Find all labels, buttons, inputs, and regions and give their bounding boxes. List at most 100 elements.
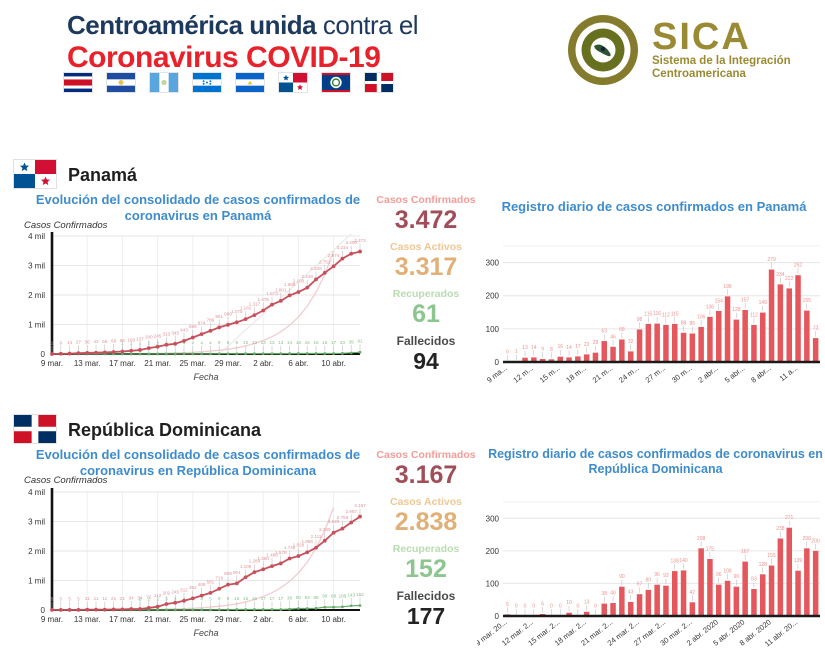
svg-text:3.400: 3.400 xyxy=(345,240,357,245)
flag-guatemala[interactable] xyxy=(150,73,178,92)
svg-text:138: 138 xyxy=(671,559,680,565)
svg-text:46: 46 xyxy=(610,334,616,340)
sica-subtitle: Sistema de la Integración Centroamerican… xyxy=(652,55,791,80)
svg-text:0: 0 xyxy=(506,350,509,356)
svg-text:16: 16 xyxy=(313,340,319,345)
rd-section-title: República Dominicana xyxy=(68,420,262,440)
svg-text:139: 139 xyxy=(794,558,803,564)
svg-text:0: 0 xyxy=(495,612,500,621)
svg-text:17 mar.: 17 mar. xyxy=(109,359,136,368)
svg-text:2: 2 xyxy=(139,596,142,601)
svg-text:6: 6 xyxy=(541,602,544,608)
svg-text:16: 16 xyxy=(296,340,302,345)
panama-section-title: Panamá xyxy=(68,165,138,185)
svg-text:38: 38 xyxy=(601,591,607,597)
svg-text:13: 13 xyxy=(252,340,258,345)
svg-text:581: 581 xyxy=(207,579,215,584)
svg-text:9: 9 xyxy=(227,596,230,601)
svg-text:10 abr.: 10 abr. xyxy=(321,615,345,624)
svg-text:11: 11 xyxy=(94,596,99,601)
stat-value: 94 xyxy=(413,348,439,374)
svg-text:901: 901 xyxy=(233,570,241,575)
svg-text:36: 36 xyxy=(85,339,91,344)
svg-text:234: 234 xyxy=(776,272,785,278)
dominican-republic-flag-icon xyxy=(14,415,56,443)
svg-text:989: 989 xyxy=(224,311,232,316)
svg-text:27: 27 xyxy=(76,340,82,345)
svg-text:1.988: 1.988 xyxy=(284,282,296,287)
stat-label: Casos Confirmados xyxy=(376,194,476,206)
svg-text:9 mar.: 9 mar. xyxy=(41,615,63,624)
svg-text:128: 128 xyxy=(732,307,741,313)
stat-value: 177 xyxy=(406,603,446,629)
svg-text:4: 4 xyxy=(209,340,212,345)
svg-text:5: 5 xyxy=(209,596,212,601)
stat-value: 2.838 xyxy=(394,508,458,536)
flag-dominican-republic[interactable] xyxy=(365,73,393,92)
svg-text:200: 200 xyxy=(145,335,153,340)
flag-panama[interactable] xyxy=(279,73,307,92)
svg-text:0: 0 xyxy=(559,604,562,610)
stat-value: 152 xyxy=(405,555,447,583)
svg-text:2.528: 2.528 xyxy=(310,266,322,271)
svg-text:69: 69 xyxy=(111,338,117,343)
svg-text:279: 279 xyxy=(767,257,776,263)
flag-el-salvador[interactable] xyxy=(107,73,135,92)
svg-text:15 m...: 15 m... xyxy=(538,363,562,384)
svg-text:786: 786 xyxy=(207,317,215,322)
svg-text:1.828: 1.828 xyxy=(293,543,305,548)
svg-text:14: 14 xyxy=(67,340,73,345)
svg-text:208: 208 xyxy=(697,536,706,542)
svg-text:0: 0 xyxy=(41,606,46,615)
svg-text:11: 11 xyxy=(102,596,107,601)
stat-confirmados: Casos Confirmados 3.167 xyxy=(370,449,482,489)
svg-text:115: 115 xyxy=(671,311,679,317)
svg-text:2.752: 2.752 xyxy=(319,259,331,264)
svg-text:21: 21 xyxy=(111,596,117,601)
flag-belize[interactable] xyxy=(322,73,350,92)
svg-text:115: 115 xyxy=(644,311,652,317)
svg-text:10: 10 xyxy=(566,600,572,606)
stat-label: Fallecidos xyxy=(396,334,456,348)
svg-text:2 abr.: 2 abr. xyxy=(253,615,273,624)
svg-text:52: 52 xyxy=(305,595,311,600)
svg-text:10 abr.: 10 abr. xyxy=(321,359,345,368)
flag-costa-rica[interactable] xyxy=(64,73,92,92)
flag-honduras[interactable] xyxy=(193,73,221,92)
svg-text:80: 80 xyxy=(646,577,652,583)
svg-text:30: 30 xyxy=(287,596,293,601)
svg-text:17: 17 xyxy=(278,596,284,601)
svg-text:21 mar.: 21 mar. xyxy=(144,359,171,368)
svg-text:13: 13 xyxy=(278,340,284,345)
svg-text:8: 8 xyxy=(550,347,553,353)
svg-text:11 a...: 11 a... xyxy=(778,363,800,383)
panama-line-ylabel: Casos Confirmados xyxy=(24,220,108,231)
svg-text:17: 17 xyxy=(261,596,267,601)
svg-text:72: 72 xyxy=(146,594,152,599)
stat-label: Recuperados xyxy=(392,543,460,555)
svg-text:96: 96 xyxy=(716,572,722,578)
svg-text:1.475: 1.475 xyxy=(257,297,269,302)
svg-text:152: 152 xyxy=(356,592,364,597)
svg-text:23: 23 xyxy=(584,342,590,348)
svg-text:198: 198 xyxy=(723,284,732,290)
svg-text:86: 86 xyxy=(120,338,126,343)
svg-text:3 mil: 3 mil xyxy=(28,518,45,527)
svg-text:2 abr...: 2 abr... xyxy=(696,363,720,384)
svg-text:39: 39 xyxy=(349,339,355,344)
svg-text:157: 157 xyxy=(741,297,750,303)
flag-nicaragua[interactable] xyxy=(236,73,264,92)
stat-label: Fallecidos xyxy=(396,589,456,603)
svg-text:42: 42 xyxy=(690,590,696,596)
svg-text:13: 13 xyxy=(522,345,528,351)
svg-text:4 mil: 4 mil xyxy=(28,232,45,241)
svg-text:2: 2 xyxy=(148,596,151,601)
svg-text:200: 200 xyxy=(486,547,500,556)
svg-text:116: 116 xyxy=(653,311,661,317)
svg-text:6 abr.: 6 abr. xyxy=(288,615,308,624)
svg-text:2.974: 2.974 xyxy=(328,253,340,258)
svg-text:98: 98 xyxy=(322,594,328,599)
svg-text:200: 200 xyxy=(811,538,820,544)
svg-text:72: 72 xyxy=(813,326,819,332)
